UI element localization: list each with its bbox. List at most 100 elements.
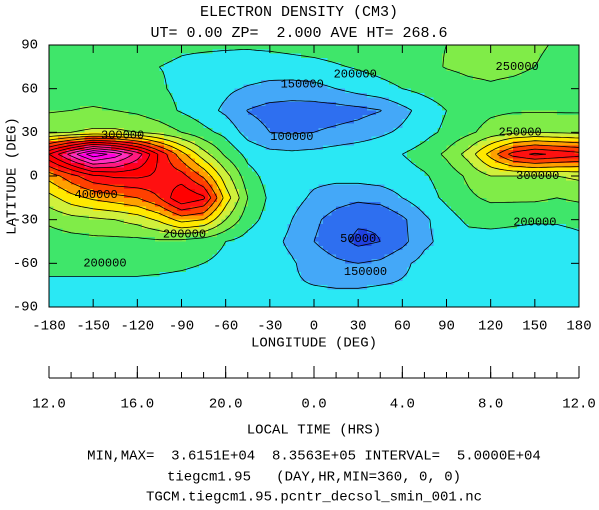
- contour-cell: [503, 154, 509, 160]
- contour-cell: [340, 171, 346, 177]
- contour-cell: [402, 136, 408, 142]
- contour-cell: [234, 202, 240, 208]
- contour-cell: [565, 210, 571, 216]
- contour-cell: [322, 84, 328, 90]
- contour-cell: [314, 123, 320, 129]
- contour-cell: [442, 110, 448, 116]
- contour-cell: [309, 136, 315, 142]
- contour-cell: [402, 162, 408, 168]
- contour-cell: [252, 219, 258, 225]
- contour-cell: [296, 66, 302, 72]
- contour-cell: [106, 224, 112, 229]
- contour-cell: [468, 58, 474, 64]
- contour-cell: [124, 110, 130, 116]
- contour-cell: [512, 176, 518, 181]
- contour-cell: [274, 224, 280, 229]
- contour-cell: [459, 219, 465, 225]
- contour-cell: [340, 176, 346, 181]
- contour-cell: [177, 79, 183, 85]
- contour-cell: [411, 62, 417, 68]
- contour-cell: [503, 97, 509, 103]
- contour-cell: [287, 132, 293, 138]
- contour-cell: [199, 114, 205, 120]
- contour-cell: [221, 136, 227, 142]
- contour-cell: [57, 119, 63, 125]
- contour-cell: [124, 171, 130, 177]
- contour-cell: [278, 202, 284, 208]
- contour-cell: [318, 154, 324, 160]
- contour-cell: [66, 62, 72, 68]
- contour-cell: [517, 58, 523, 64]
- contour-cell: [97, 206, 103, 212]
- contour-cell: [358, 106, 364, 112]
- contour-cell: [556, 106, 562, 112]
- contour-cell: [526, 62, 532, 68]
- contour-cell: [283, 149, 289, 155]
- contour-cell: [172, 167, 178, 173]
- contour-cell: [570, 206, 576, 212]
- contour-cell: [221, 66, 227, 72]
- contour-cell: [309, 127, 315, 133]
- contour-cell: [530, 219, 536, 225]
- contour-cell: [212, 206, 218, 212]
- contour-cell: [234, 158, 240, 164]
- contour-cell: [397, 176, 403, 181]
- contour-cell: [543, 219, 549, 225]
- contour-cell: [499, 75, 505, 81]
- contour-cell: [380, 176, 386, 181]
- contour-cell: [57, 149, 63, 155]
- contour-cell: [490, 119, 496, 125]
- contour-cell: [468, 75, 474, 81]
- contour-cell: [508, 158, 514, 164]
- contour-cell: [468, 136, 474, 142]
- contour-cell: [406, 184, 412, 190]
- contour-cell: [216, 215, 222, 221]
- contour-cell: [437, 189, 443, 195]
- contour-cell: [384, 158, 390, 164]
- contour-cell: [521, 171, 527, 177]
- contour-cell: [362, 132, 368, 138]
- contour-cell: [486, 106, 492, 112]
- contour-cell: [194, 167, 200, 173]
- contour-cell: [362, 176, 368, 181]
- contour-cell: [62, 167, 68, 173]
- contour-cell: [199, 101, 205, 107]
- contour-cell: [389, 49, 395, 55]
- contour-cell: [503, 119, 509, 125]
- contour-cell: [561, 62, 567, 68]
- contour-cell: [177, 106, 183, 112]
- contour-cell: [274, 219, 280, 225]
- contour-cell: [353, 184, 359, 190]
- contour-cell: [433, 176, 439, 181]
- contour-cell: [336, 210, 342, 216]
- contour-cell: [115, 224, 121, 229]
- contour-cell: [473, 88, 479, 94]
- contour-cell: [344, 84, 350, 90]
- contour-cell: [561, 88, 567, 94]
- contour-cell: [459, 145, 465, 151]
- contour-cell: [66, 224, 72, 229]
- contour-cell: [473, 167, 479, 173]
- contour-cell: [208, 202, 214, 208]
- contour-cell: [322, 71, 328, 77]
- contour-cell: [517, 171, 523, 177]
- contour-cell: [168, 127, 174, 133]
- contour-cell: [574, 193, 580, 199]
- contour-cell: [552, 62, 558, 68]
- contour-cell: [132, 193, 138, 199]
- contour-cell: [115, 110, 121, 116]
- contour-cell: [261, 110, 267, 116]
- contour-cell: [322, 184, 328, 190]
- contour-cell: [93, 71, 99, 77]
- contour-cell: [477, 219, 483, 225]
- contour-cell: [367, 206, 373, 212]
- contour-cell: [287, 101, 293, 107]
- contour-cell: [517, 206, 523, 212]
- contour-cell: [565, 53, 571, 59]
- contour-cell: [243, 93, 249, 98]
- contour-cell: [190, 202, 196, 208]
- contour-cell: [155, 62, 161, 68]
- contour-cell: [79, 189, 85, 195]
- contour-cell: [106, 97, 112, 103]
- contour-cell: [473, 114, 479, 120]
